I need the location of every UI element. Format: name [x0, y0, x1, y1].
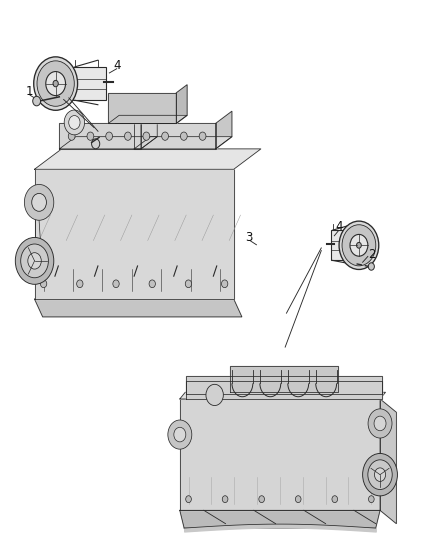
Circle shape	[368, 263, 374, 270]
Polygon shape	[134, 124, 215, 149]
Text: 1: 1	[25, 85, 33, 98]
Circle shape	[374, 416, 386, 431]
Text: 2: 2	[368, 248, 375, 261]
Circle shape	[259, 496, 265, 503]
Circle shape	[92, 139, 100, 149]
Circle shape	[40, 280, 47, 288]
Polygon shape	[35, 169, 234, 299]
Polygon shape	[380, 399, 396, 523]
Text: 3: 3	[245, 231, 252, 244]
Circle shape	[363, 454, 397, 496]
Polygon shape	[141, 111, 157, 149]
Bar	[331, 230, 361, 261]
Circle shape	[15, 237, 54, 284]
Circle shape	[174, 427, 186, 442]
Circle shape	[342, 225, 376, 266]
Circle shape	[21, 244, 49, 278]
Text: 4: 4	[114, 59, 121, 72]
Circle shape	[350, 235, 368, 256]
Polygon shape	[60, 124, 141, 149]
Circle shape	[87, 132, 94, 140]
Text: 4: 4	[336, 221, 343, 233]
Circle shape	[295, 496, 301, 503]
Circle shape	[113, 280, 119, 288]
Polygon shape	[180, 399, 380, 510]
Polygon shape	[134, 136, 232, 149]
Polygon shape	[60, 136, 157, 149]
Circle shape	[25, 184, 54, 220]
Polygon shape	[35, 299, 242, 317]
Polygon shape	[35, 149, 261, 169]
Circle shape	[368, 409, 392, 438]
Circle shape	[168, 420, 192, 449]
Circle shape	[33, 96, 41, 106]
Circle shape	[162, 132, 169, 140]
Circle shape	[64, 110, 85, 135]
Polygon shape	[186, 376, 382, 394]
Circle shape	[368, 496, 374, 503]
Polygon shape	[186, 381, 382, 399]
Circle shape	[143, 132, 150, 140]
Circle shape	[185, 280, 191, 288]
Circle shape	[68, 132, 75, 140]
Circle shape	[186, 496, 191, 503]
Polygon shape	[180, 392, 385, 399]
Circle shape	[180, 132, 187, 140]
Polygon shape	[215, 111, 232, 149]
Circle shape	[106, 132, 113, 140]
Polygon shape	[108, 115, 187, 124]
Circle shape	[222, 280, 228, 288]
Circle shape	[222, 496, 228, 503]
Circle shape	[357, 243, 361, 248]
Circle shape	[199, 132, 206, 140]
Circle shape	[368, 460, 392, 489]
Polygon shape	[176, 85, 187, 124]
Polygon shape	[180, 510, 380, 528]
Circle shape	[149, 280, 155, 288]
Circle shape	[339, 221, 379, 270]
Circle shape	[332, 496, 338, 503]
Circle shape	[69, 116, 80, 130]
Circle shape	[374, 468, 385, 481]
Circle shape	[28, 253, 41, 269]
Polygon shape	[230, 366, 338, 392]
Circle shape	[34, 57, 78, 110]
Circle shape	[77, 280, 83, 288]
Circle shape	[53, 80, 58, 87]
Circle shape	[206, 384, 223, 406]
Circle shape	[46, 71, 66, 95]
Circle shape	[124, 132, 131, 140]
Circle shape	[37, 61, 74, 106]
Circle shape	[32, 193, 46, 211]
Polygon shape	[108, 93, 176, 124]
Bar	[73, 67, 106, 100]
